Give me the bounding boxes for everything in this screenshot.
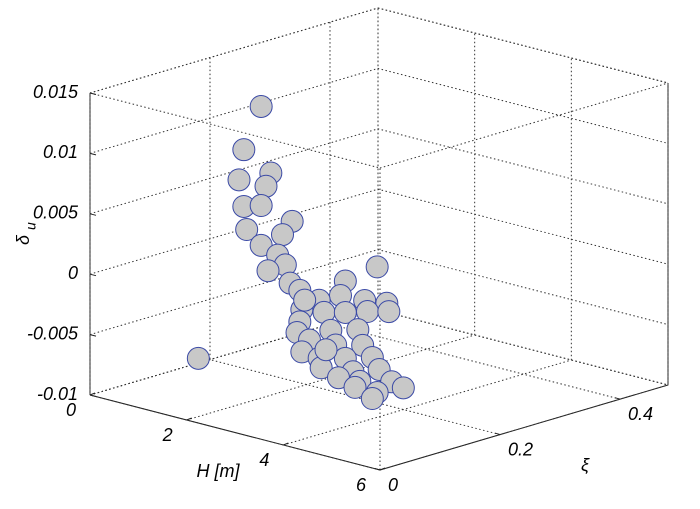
grid-line — [209, 57, 501, 436]
grid-line — [89, 93, 381, 471]
grid-line — [186, 33, 476, 421]
z-axis-symbol: δ — [13, 234, 33, 245]
data-point — [314, 338, 338, 362]
box-edge — [379, 82, 669, 169]
tick-mark — [186, 417, 192, 421]
z-tick-label: 0.01 — [43, 142, 78, 162]
tick-mark — [283, 442, 289, 446]
grid-line — [283, 58, 572, 446]
y-tick-label: 0 — [388, 475, 398, 495]
x-tick-label: 2 — [162, 425, 173, 445]
tick-mark — [374, 468, 381, 471]
data-point — [186, 346, 210, 370]
tick-mark — [89, 92, 97, 95]
grid-line — [379, 83, 669, 471]
data-point — [343, 375, 367, 399]
z-tick-label: 0 — [68, 263, 78, 283]
data-point — [249, 194, 273, 218]
data-point — [235, 218, 259, 242]
tick-mark — [614, 397, 621, 400]
tick-mark — [89, 152, 97, 156]
data-point — [391, 376, 415, 400]
tick-mark — [89, 334, 97, 337]
axis-line — [89, 394, 381, 471]
grid-line — [329, 22, 621, 400]
data-point — [254, 174, 278, 198]
tick-mark — [89, 213, 97, 216]
data-point — [256, 259, 280, 283]
tick-mark — [494, 432, 501, 436]
data-point — [293, 288, 317, 312]
data-point — [232, 138, 256, 162]
grid-line — [89, 128, 669, 215]
data-point — [271, 223, 294, 247]
z-tick-label: 0.005 — [33, 203, 79, 223]
z-tick-label: 0.015 — [33, 82, 79, 102]
data-point — [227, 168, 251, 192]
y-axis-label: ξ — [581, 455, 590, 475]
x-tick-label: 4 — [259, 450, 269, 470]
y-tick-label: 0.2 — [508, 439, 533, 459]
tick-mark — [379, 467, 386, 471]
z-tick-label: -0.01 — [37, 384, 78, 404]
x-tick-label: 0 — [66, 400, 76, 420]
x-axis-label: H [m] — [197, 461, 241, 481]
tick-mark — [89, 392, 96, 396]
data-point — [360, 387, 384, 411]
z-tick-label: -0.005 — [27, 323, 79, 343]
grid-line — [89, 67, 669, 154]
data-point — [249, 94, 273, 118]
data-point — [377, 300, 401, 324]
x-tick-label: 6 — [356, 475, 367, 495]
y-tick-label: 0.4 — [628, 404, 653, 424]
data-point — [365, 255, 389, 279]
grid-line — [89, 7, 669, 94]
z-axis-label: δ u — [13, 222, 39, 245]
tick-mark — [89, 273, 97, 277]
z-axis-subscript: u — [23, 222, 39, 230]
